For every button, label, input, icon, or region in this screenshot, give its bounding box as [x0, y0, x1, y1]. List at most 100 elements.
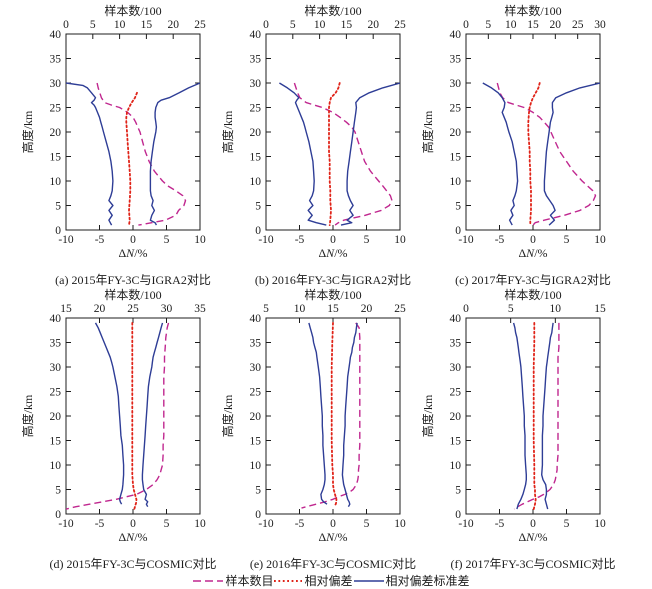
left-axis-label: 高度/km	[22, 110, 35, 153]
bottom-axis-label: ΔN/%	[118, 530, 147, 544]
legend-label-bias-stddev: 相对偏差标准差	[385, 574, 470, 588]
series-line-dotted	[125, 91, 138, 227]
svg-text:-5: -5	[95, 518, 105, 530]
svg-text:0: 0	[55, 225, 61, 237]
svg-text:20: 20	[250, 127, 262, 139]
svg-text:0: 0	[463, 303, 469, 315]
series-line-dotted	[131, 322, 138, 511]
svg-text:10: 10	[50, 176, 62, 188]
svg-text:25: 25	[450, 387, 462, 399]
svg-text:5: 5	[364, 234, 370, 246]
svg-text:20: 20	[167, 19, 179, 31]
svg-text:20: 20	[50, 411, 62, 423]
panel-b-chart: -10 -5 0 5 10 0 5 10 15 20 25 0 5 10 15 20 25 30 35 40 样本数/1…	[222, 4, 406, 260]
svg-text:5: 5	[263, 303, 269, 315]
series-line-solid	[512, 322, 528, 510]
series-line-solid	[340, 82, 400, 226]
svg-text:10: 10	[294, 303, 306, 315]
panel-d-chart: -10 -5 0 5 10 15 20 25 30 35 0 5 10 15 20 25 30 35 40 样本数/1…	[22, 288, 206, 544]
svg-text:5: 5	[90, 19, 96, 31]
series-line-dashed	[496, 82, 597, 226]
series-line-dotted	[330, 322, 338, 508]
axes	[65, 33, 201, 231]
svg-text:15: 15	[50, 152, 62, 164]
axis-labels: -10 -5 0 5 10 0 5 10 15 20 25 0 5 10 15 20 25 30 35 40 样本数/1…	[22, 4, 206, 246]
svg-text:5: 5	[290, 19, 296, 31]
panel-a-caption: (a) 2015年FY-3C与IGRA2对比	[55, 273, 211, 287]
svg-text:0: 0	[130, 234, 136, 246]
svg-text:25: 25	[572, 19, 584, 31]
svg-text:20: 20	[94, 303, 106, 315]
svg-text:25: 25	[50, 387, 62, 399]
left-axis-label: 高度/km	[222, 110, 235, 153]
svg-text:5: 5	[455, 201, 461, 213]
legend-item-relative-bias: 相对偏差	[273, 572, 353, 589]
svg-text:0: 0	[55, 509, 61, 521]
svg-text:0: 0	[263, 19, 269, 31]
axis-labels: -10 -5 0 5 10 15 20 25 30 35 0 5 10 15 20 25 30 35 40 样本数/1…	[22, 288, 206, 530]
svg-text:20: 20	[450, 127, 462, 139]
svg-text:5: 5	[255, 485, 261, 497]
svg-text:5: 5	[564, 234, 570, 246]
svg-text:10: 10	[194, 518, 206, 530]
svg-text:25: 25	[194, 19, 206, 31]
panel-e-caption: (e) 2016年FY-3C与COSMIC对比	[249, 557, 417, 571]
svg-text:25: 25	[394, 303, 406, 315]
svg-text:15: 15	[50, 436, 62, 448]
svg-text:25: 25	[450, 103, 462, 115]
svg-text:-10: -10	[58, 234, 74, 246]
svg-text:0: 0	[130, 518, 136, 530]
svg-text:-10: -10	[458, 518, 474, 530]
svg-text:10: 10	[314, 19, 326, 31]
panel-c-caption: (c) 2017年FY-3C与IGRA2对比	[455, 273, 611, 287]
svg-text:10: 10	[250, 176, 262, 188]
svg-text:25: 25	[250, 103, 262, 115]
bottom-axis-label: ΔN/%	[318, 530, 347, 544]
svg-text:15: 15	[594, 303, 606, 315]
series-line-solid	[543, 82, 600, 226]
svg-text:5: 5	[55, 201, 61, 213]
svg-text:0: 0	[463, 19, 469, 31]
svg-text:-10: -10	[258, 518, 274, 530]
svg-text:15: 15	[250, 436, 262, 448]
svg-text:10: 10	[114, 19, 126, 31]
panel-a: -10 -5 0 5 10 0 5 10 15 20 25 0 5 10 15 20 25 30 35 40 样本数/1…	[22, 4, 222, 288]
svg-text:15: 15	[141, 19, 153, 31]
svg-text:15: 15	[250, 152, 262, 164]
svg-text:30: 30	[450, 78, 462, 90]
legend-label-relative-bias: 相对偏差	[304, 574, 353, 588]
svg-text:-10: -10	[258, 234, 274, 246]
series-line-dotted	[532, 322, 537, 511]
svg-text:10: 10	[194, 234, 206, 246]
svg-text:35: 35	[194, 303, 206, 315]
axis-labels: -10 -5 0 5 10 0 5 10 15 20 25 30 0 5 10 15 20 25 30 35 40 样本数…	[422, 4, 606, 246]
left-axis-label: 高度/km	[422, 110, 435, 153]
bottom-axis-label: ΔN/%	[518, 246, 547, 260]
svg-text:10: 10	[505, 19, 517, 31]
panel-d-caption: (d) 2015年FY-3C与COSMIC对比	[49, 557, 217, 571]
panel-f: -10 -5 0 5 10 0 5 10 15 0 5 10 15 20 25 30 35 40 样本数/100 高度…	[422, 288, 622, 572]
series-line-solid	[66, 82, 114, 226]
svg-text:15: 15	[450, 436, 462, 448]
series-group	[301, 322, 361, 509]
svg-text:20: 20	[367, 19, 379, 31]
svg-text:10: 10	[450, 176, 462, 188]
svg-text:10: 10	[594, 518, 606, 530]
svg-text:0: 0	[255, 509, 261, 521]
panel-d: -10 -5 0 5 10 15 20 25 30 35 0 5 10 15 20 25 30 35 40 样本数/1…	[22, 288, 222, 572]
svg-text:35: 35	[50, 338, 62, 350]
svg-text:15: 15	[60, 303, 72, 315]
svg-text:5: 5	[164, 234, 170, 246]
svg-text:20: 20	[361, 303, 373, 315]
svg-text:25: 25	[50, 103, 62, 115]
top-axis-label: 样本数/100	[504, 288, 561, 302]
svg-text:30: 30	[250, 78, 262, 90]
svg-text:10: 10	[394, 234, 406, 246]
series-line-dotted	[527, 82, 541, 227]
svg-text:0: 0	[530, 518, 536, 530]
top-axis-label: 样本数/100	[304, 4, 361, 18]
axis-labels: -10 -5 0 5 10 0 5 10 15 0 5 10 15 20 25 30 35 40 样本数/100 高度…	[422, 288, 606, 530]
legend-item-bias-stddev: 相对偏差标准差	[353, 572, 470, 589]
svg-text:30: 30	[450, 362, 462, 374]
panel-c: -10 -5 0 5 10 0 5 10 15 20 25 30 0 5 10 15 20 25 30 35 40 样本数…	[422, 4, 622, 288]
